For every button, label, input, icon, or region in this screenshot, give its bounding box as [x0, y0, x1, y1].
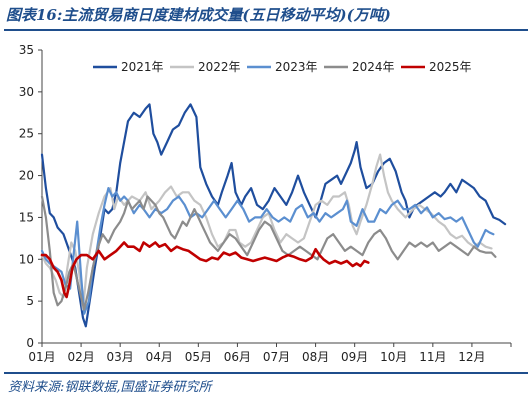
source-rule — [4, 372, 528, 374]
series-layer — [40, 103, 507, 328]
x-tick-label: 02月 — [67, 350, 94, 364]
x-tick-label: 07月 — [263, 350, 290, 364]
y-tick-label: 30 — [19, 85, 34, 99]
legend-label: 2024年 — [352, 60, 395, 74]
series-line-2022 — [40, 153, 493, 311]
x-tick-label: 05月 — [185, 350, 212, 364]
x-tick-label: 10月 — [380, 350, 407, 364]
y-tick-label: 10 — [19, 252, 34, 266]
y-tick-label: 35 — [19, 43, 34, 57]
title-rule — [4, 29, 528, 31]
axes: 0 5 10 15 20 25 30 35 01月 02月 03月 04月 05月 06月 07月 08月 09… — [19, 43, 512, 364]
x-tick-label: 04月 — [146, 350, 173, 364]
y-tick-label: 25 — [19, 127, 34, 141]
source-note: 资料来源:钢联数据,国盛证券研究所 — [8, 380, 212, 395]
x-tick-label: 06月 — [224, 350, 251, 364]
y-tick-label: 20 — [19, 169, 34, 183]
legend-label: 2021年 — [121, 60, 164, 74]
legend-label: 2023年 — [275, 60, 318, 74]
legend: 2021年 2022年 2023年 2024年 2025年 — [93, 60, 472, 74]
x-tick-label: 11月 — [419, 350, 446, 364]
y-tick-label: 5 — [26, 294, 34, 308]
legend-label: 2025年 — [429, 60, 472, 74]
y-tick-label: 15 — [19, 210, 34, 224]
series-line-2024 — [40, 195, 497, 311]
x-tick-label: 03月 — [107, 350, 134, 364]
series-line-2023 — [40, 187, 495, 315]
x-tick-label: 08月 — [302, 350, 329, 364]
legend-label: 2022年 — [198, 60, 241, 74]
x-tick-label: 12月 — [458, 350, 485, 364]
series-line-2021 — [40, 103, 507, 328]
series-line-2025 — [40, 241, 370, 299]
x-tick-label: 01月 — [28, 350, 55, 364]
chart-title: 图表16:主流贸易商日度建材成交量(五日移动平均)(万吨) — [6, 6, 391, 24]
x-tick-label: 09月 — [341, 350, 368, 364]
y-tick-label: 0 — [26, 336, 34, 350]
